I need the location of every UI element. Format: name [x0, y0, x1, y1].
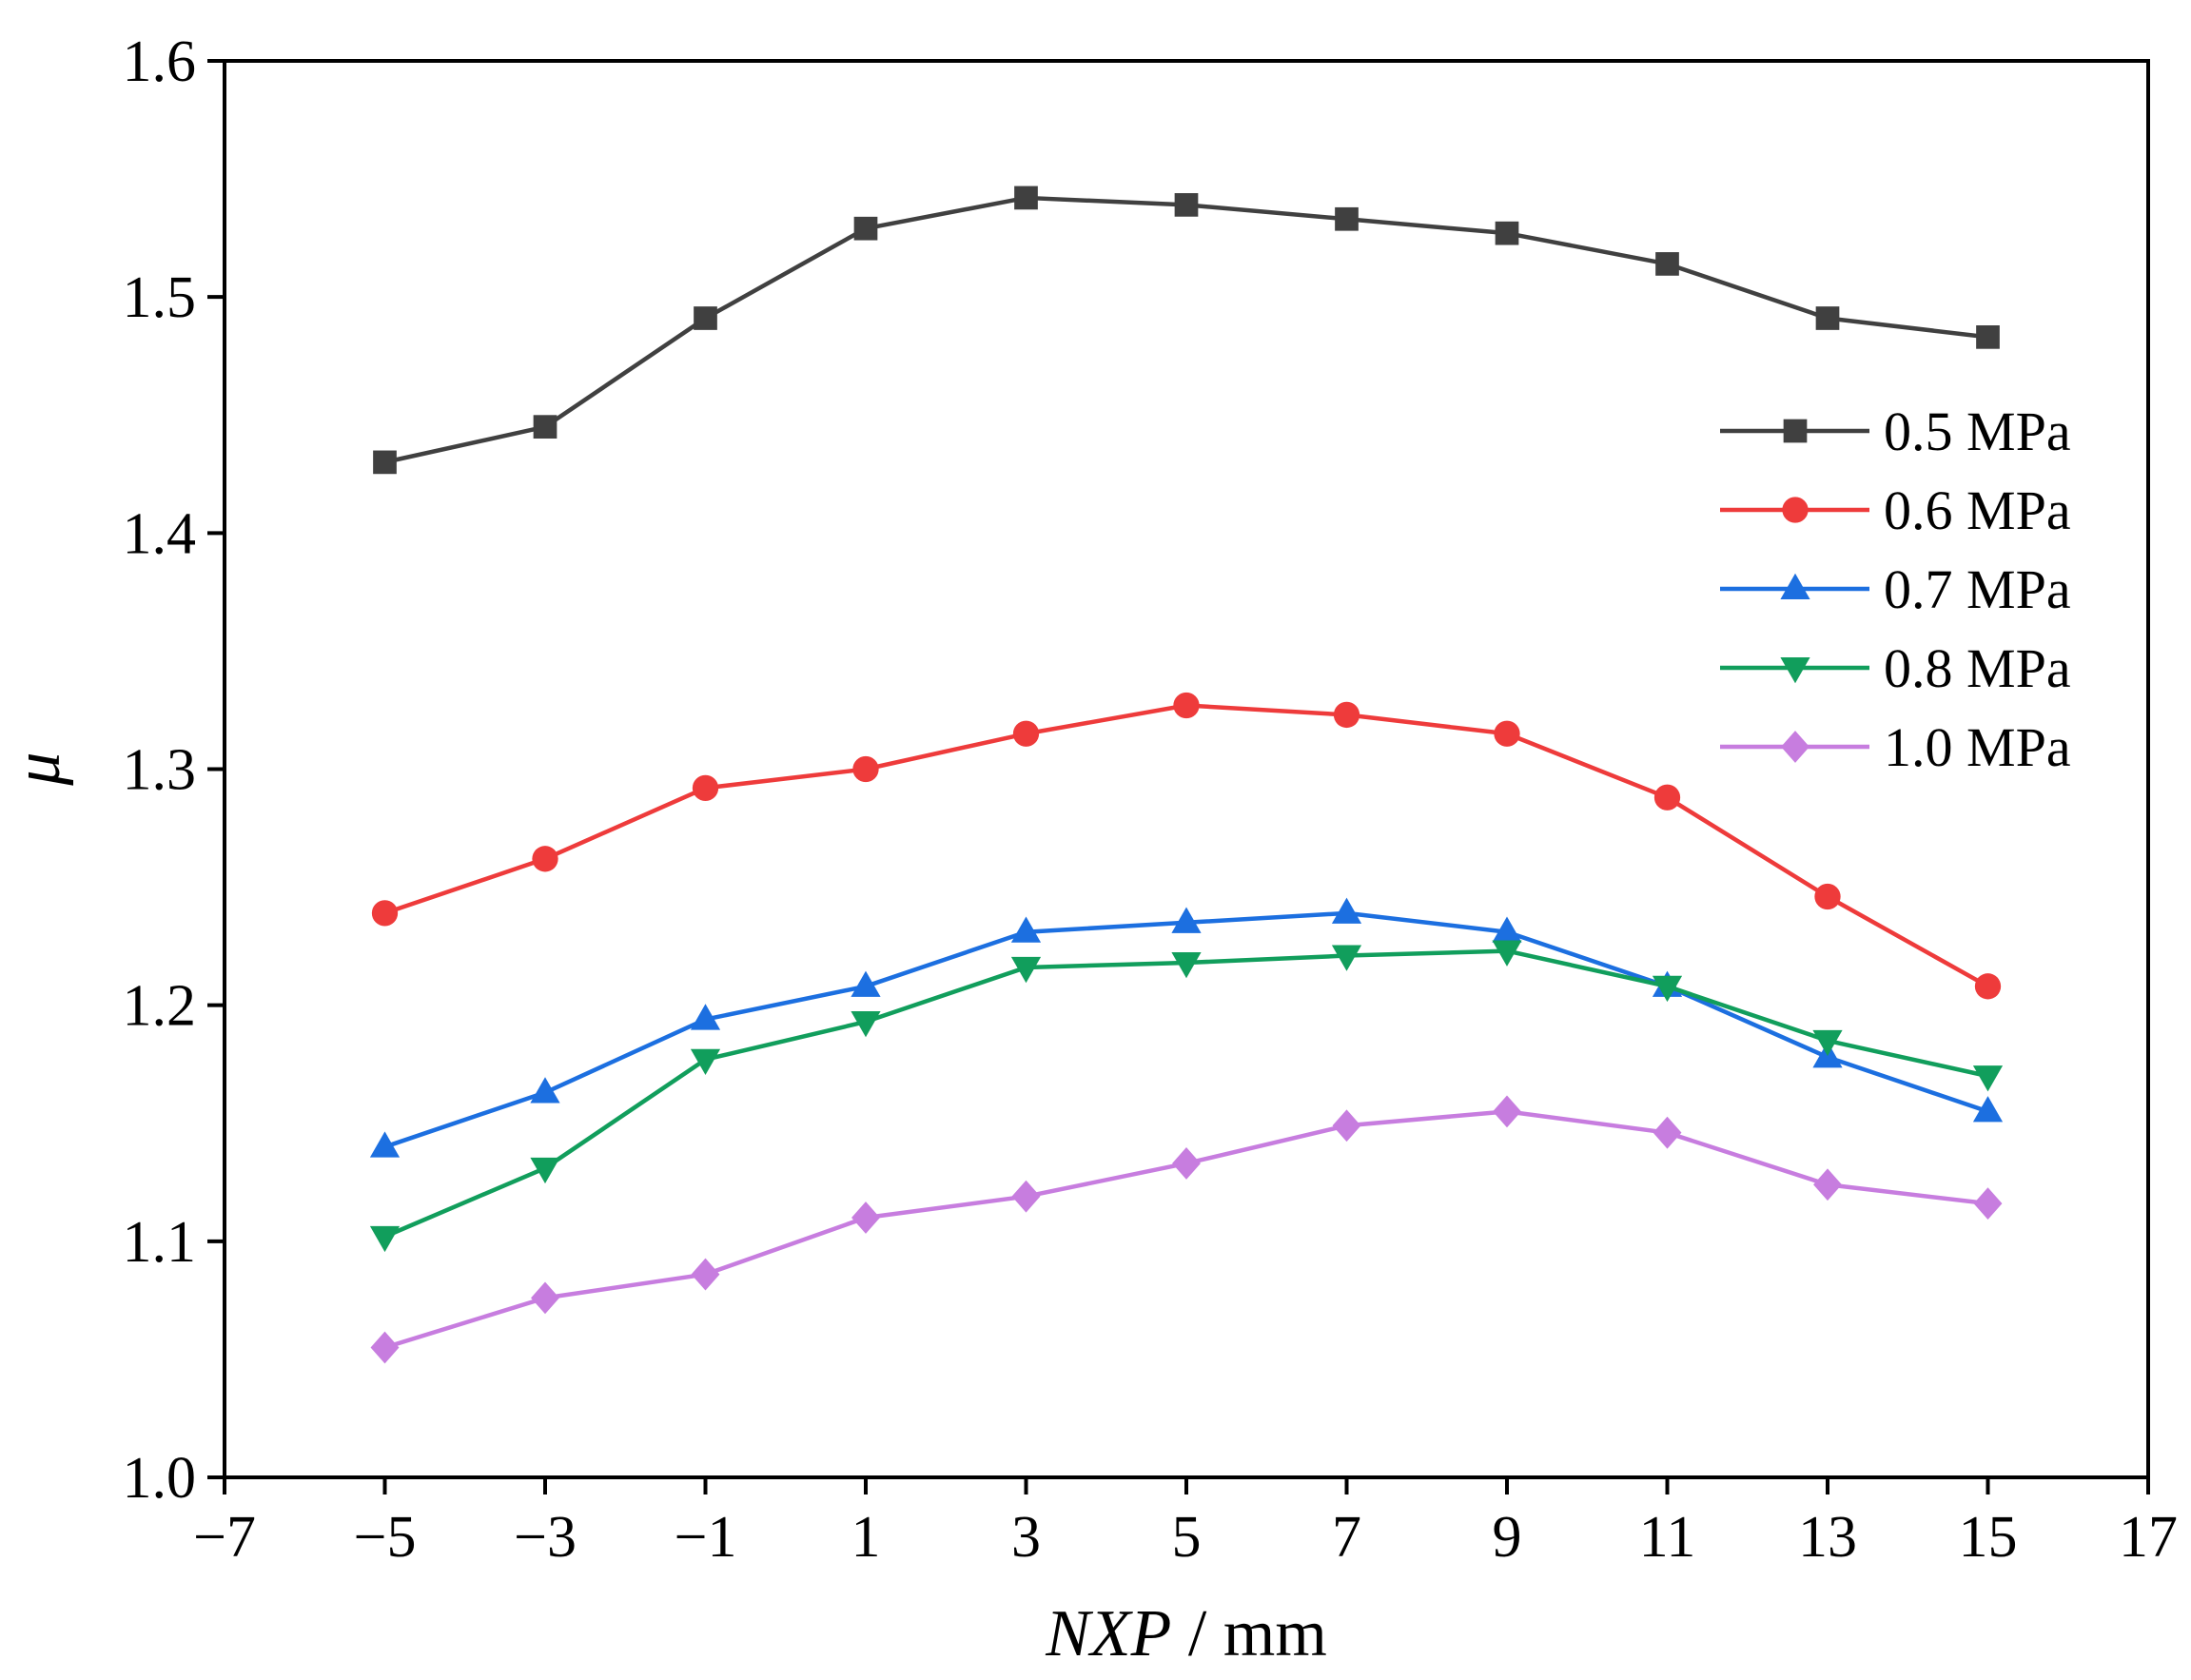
data-point-series-5	[691, 1258, 720, 1291]
y-tick-label: 1.4	[123, 501, 197, 566]
x-tick-label: 9	[1493, 1505, 1522, 1570]
data-point-series-4	[1331, 945, 1362, 971]
x-axis-title-unit: / mm	[1171, 1597, 1326, 1670]
legend-marker-4	[1780, 656, 1810, 684]
data-point-series-5	[1973, 1187, 2003, 1221]
series-line-4	[383, 948, 1988, 1239]
data-point-series-2	[1814, 883, 1841, 910]
data-point-series-1	[1495, 221, 1519, 245]
data-point-series-3	[1171, 907, 1202, 933]
data-point-series-1	[694, 306, 717, 330]
data-point-series-3	[1331, 897, 1362, 924]
data-point-series-2	[692, 774, 719, 802]
data-point-series-5	[1653, 1116, 1682, 1149]
y-tick-label: 1.0	[123, 1446, 197, 1511]
data-point-series-4	[851, 1010, 881, 1038]
x-tick-label: 17	[2119, 1505, 2178, 1570]
data-point-series-4	[1492, 940, 1522, 967]
data-point-series-5	[851, 1201, 880, 1234]
data-point-series-5	[370, 1331, 400, 1364]
axis-ticks: −7 −5 −3 −1 1 3 5 7 9 11 13 15 171.01.11.21.31.41.51…	[123, 29, 2179, 1570]
x-tick-label: −1	[675, 1505, 737, 1570]
data-point-series-4	[1010, 956, 1042, 984]
x-tick-label: 15	[1959, 1505, 2018, 1570]
x-tick-label: 11	[1639, 1505, 1696, 1570]
y-tick-label: 1.6	[123, 29, 197, 94]
legend-marker-2	[1782, 497, 1809, 523]
x-tick-label: 1	[851, 1505, 881, 1570]
x-tick-label: 7	[1332, 1505, 1361, 1570]
data-point-series-1	[1815, 306, 1840, 330]
data-point-series-4	[1652, 975, 1683, 1003]
data-point-series-2	[371, 900, 399, 927]
data-point-series-1	[1335, 206, 1359, 231]
y-tick-label: 1.2	[123, 974, 197, 1039]
data-point-series-5	[1813, 1168, 1842, 1201]
data-point-series-4	[530, 1157, 560, 1184]
y-axis-title: μ	[1, 752, 74, 786]
y-tick-label: 1.1	[123, 1210, 197, 1275]
data-point-series-4	[1972, 1065, 2004, 1092]
data-point-series-2	[1653, 784, 1681, 811]
data-point-series-4	[1812, 1029, 1843, 1057]
legend: 0.5 MPa 0.6 MPa 0.7 MPa 0.8 MPa 1.0 MPa	[1720, 400, 2071, 778]
data-point-series-3	[1010, 916, 1042, 943]
legend-marker-5	[1781, 731, 1810, 763]
data-point-series-3	[851, 970, 881, 997]
data-point-series-2	[1494, 720, 1520, 747]
legend-marker-3	[1780, 573, 1810, 600]
data-point-series-5	[531, 1281, 559, 1315]
data-point-series-5	[1172, 1147, 1201, 1180]
x-tick-label: −5	[354, 1505, 417, 1570]
x-axis-title: NXP / mm	[1045, 1597, 1327, 1670]
data-point-series-1	[533, 415, 558, 440]
data-point-series-1	[1174, 193, 1199, 217]
legend-marker-1	[1783, 419, 1808, 443]
x-tick-label: 3	[1011, 1505, 1041, 1570]
data-point-series-3	[1972, 1096, 2004, 1123]
data-point-series-2	[1012, 720, 1040, 747]
data-point-series-3	[530, 1077, 560, 1104]
x-tick-label: 5	[1172, 1505, 1202, 1570]
data-point-series-3	[369, 1131, 401, 1158]
legend-label-1: 0.5 MPa	[1884, 400, 2071, 462]
data-point-series-2	[1974, 973, 2002, 1000]
data-point-series-3	[690, 1004, 721, 1030]
data-point-series-1	[1014, 186, 1038, 210]
data-point-series-5	[1011, 1180, 1041, 1213]
x-tick-label: 13	[1798, 1505, 1857, 1570]
data-point-series-2	[532, 846, 558, 872]
legend-label-3: 0.7 MPa	[1884, 558, 2071, 620]
data-point-series-1	[853, 216, 878, 241]
series-line-5	[383, 1109, 1988, 1350]
data-point-series-1	[1655, 252, 1679, 276]
data-point-series-5	[1332, 1109, 1361, 1143]
legend-label-5: 1.0 MPa	[1884, 716, 2071, 778]
data-point-series-2	[1173, 692, 1200, 719]
plot-frame	[223, 59, 2150, 1479]
data-point-series-2	[852, 755, 879, 783]
legend-label-2: 0.6 MPa	[1884, 479, 2071, 541]
plot-marks	[369, 186, 2004, 1364]
y-tick-label: 1.5	[123, 265, 197, 330]
data-point-series-2	[1333, 701, 1360, 729]
data-point-series-4	[1171, 951, 1202, 979]
data-point-series-5	[1493, 1095, 1521, 1128]
data-point-series-1	[1976, 325, 2000, 349]
y-tick-label: 1.3	[123, 738, 197, 803]
series-line-1	[384, 195, 1988, 465]
data-point-series-4	[690, 1048, 721, 1075]
data-point-series-3	[1492, 916, 1522, 943]
data-point-series-4	[369, 1225, 401, 1253]
data-point-series-1	[373, 450, 397, 475]
x-axis-title-variable: NXP	[1045, 1597, 1171, 1670]
x-tick-label: −7	[193, 1505, 256, 1570]
x-tick-label: −3	[514, 1505, 577, 1570]
legend-label-4: 0.8 MPa	[1884, 637, 2071, 699]
